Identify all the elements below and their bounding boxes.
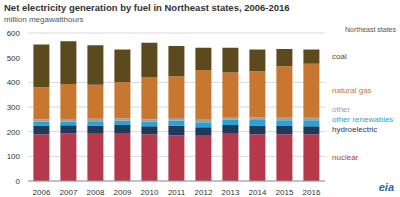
svg-text:0: 0 xyxy=(16,177,21,186)
html-text:nuclear: nuclear xyxy=(332,152,359,162)
html-text:coal: coal xyxy=(332,51,347,61)
svg-text:2007: 2007 xyxy=(60,188,78,197)
svg-text:300: 300 xyxy=(8,103,21,112)
svg-text:2014: 2014 xyxy=(249,188,267,197)
html-text:million megawatthours: million megawatthours xyxy=(4,15,84,24)
html-text:Net electricity generation by: Net electricity generation by fuel in No… xyxy=(4,2,290,13)
svg-text:2016: 2016 xyxy=(303,188,321,197)
svg-text:2011: 2011 xyxy=(168,188,186,197)
svg-text:200: 200 xyxy=(8,128,21,137)
svg-text:2012: 2012 xyxy=(195,188,213,197)
html-text:other renewables: other renewables xyxy=(332,115,394,125)
html-text:other: other xyxy=(332,105,351,115)
html-text:Northeast states: Northeast states xyxy=(345,26,396,33)
html-text:eia: eia xyxy=(378,181,394,193)
svg-text:2006: 2006 xyxy=(33,188,51,197)
html-text:natural gas: natural gas xyxy=(332,85,372,95)
svg-text:500: 500 xyxy=(8,54,21,63)
svg-text:600: 600 xyxy=(8,29,21,38)
svg-text:2008: 2008 xyxy=(87,188,105,197)
svg-text:2013: 2013 xyxy=(222,188,240,197)
html-text:hydroelectric: hydroelectric xyxy=(332,125,378,135)
svg-text:100: 100 xyxy=(8,152,21,161)
svg-text:2010: 2010 xyxy=(141,188,159,197)
svg-text:400: 400 xyxy=(8,78,21,87)
svg-text:2015: 2015 xyxy=(276,188,294,197)
svg-text:2009: 2009 xyxy=(114,188,132,197)
